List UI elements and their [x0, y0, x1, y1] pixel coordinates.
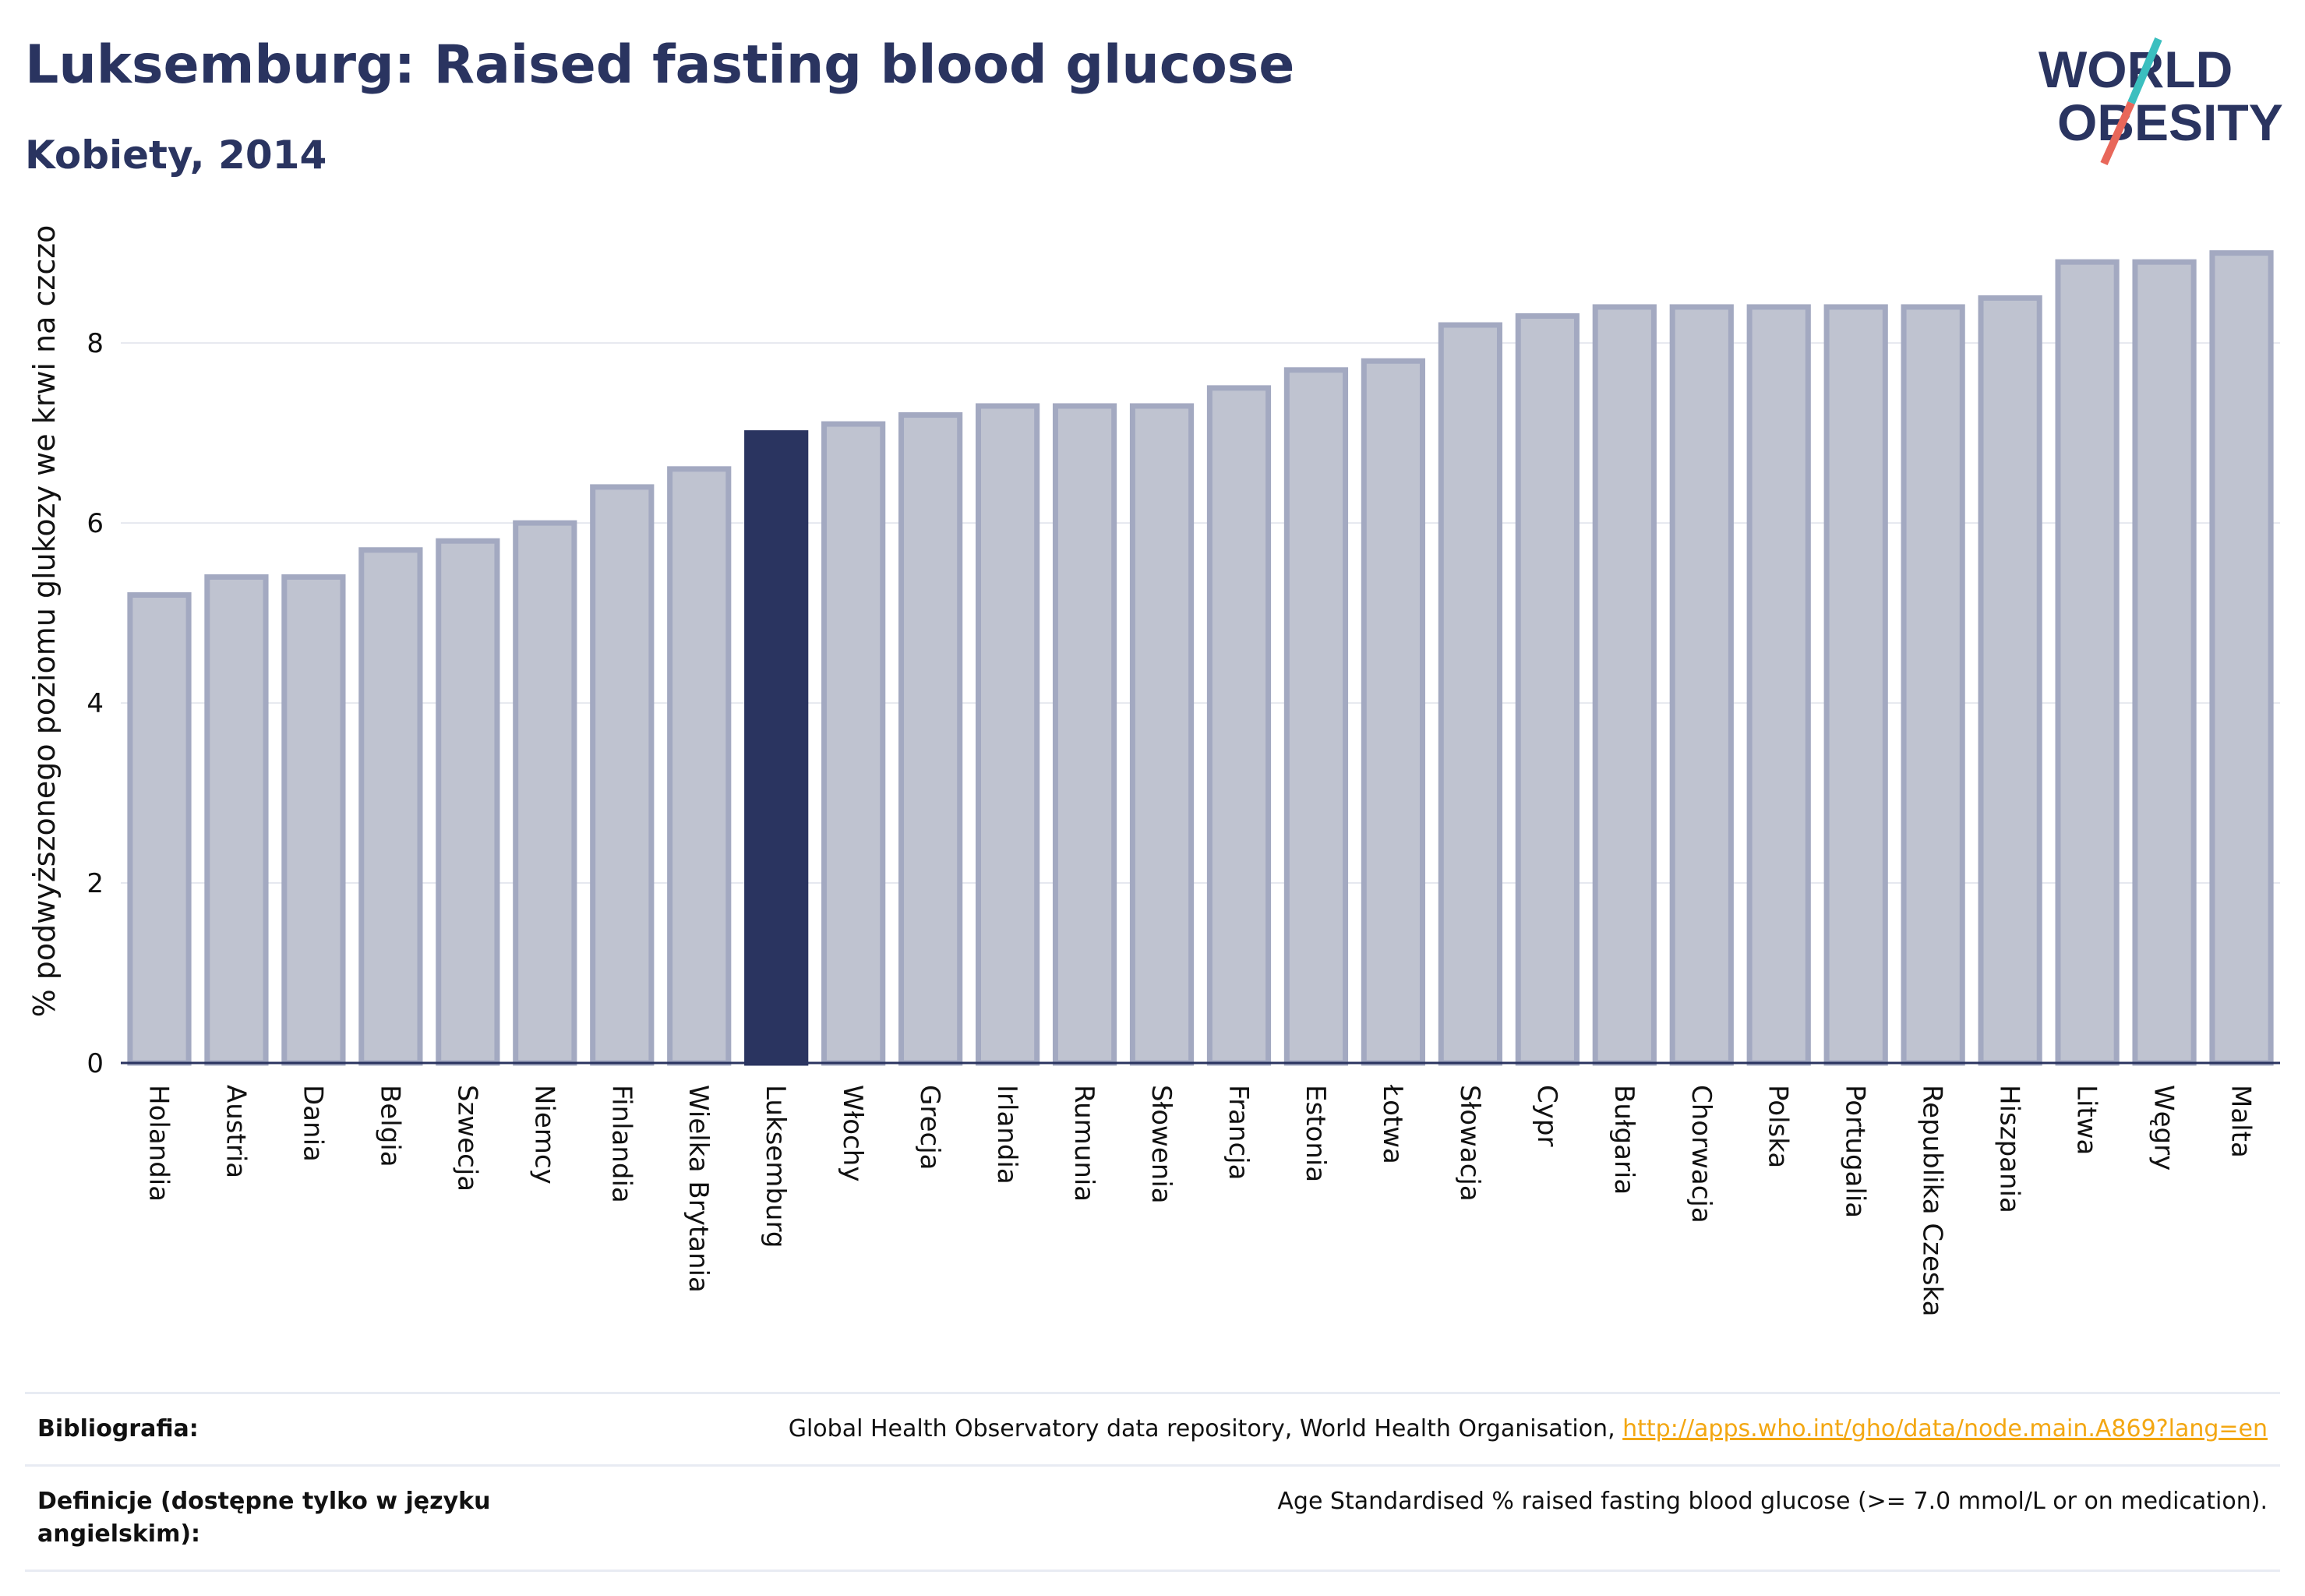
x-tick-label: Węgry — [2148, 1085, 2180, 1171]
logo-slash-coral — [2100, 101, 2135, 166]
x-tick-label: Niemcy — [528, 1085, 559, 1185]
x-tick-label: Włochy — [837, 1085, 868, 1181]
x-tick-label: Finlandia — [605, 1085, 637, 1203]
bar — [2209, 250, 2274, 1066]
x-tick-label: Austria — [220, 1085, 251, 1178]
y-tick-label: 6 — [86, 508, 104, 539]
bar — [1206, 385, 1272, 1066]
x-tick-label: Chorwacja — [1686, 1085, 1717, 1223]
bibliography-link[interactable]: http://apps.who.int/gho/data/node.main.A… — [1622, 1415, 2268, 1442]
bar — [1823, 304, 1888, 1066]
definition-value: Age Standardised % raised fasting blood … — [1277, 1488, 2268, 1515]
bar-chart: 0 2 4 6 8 Holandia Austria Dania Belgia Szwecja Ni… — [27, 225, 2280, 1317]
x-tick-label: Luksemburg — [760, 1085, 791, 1248]
bar — [204, 574, 269, 1066]
bar — [281, 574, 346, 1066]
page-subtitle: Kobiety, 2014 — [25, 132, 327, 178]
bar — [1052, 403, 1117, 1066]
x-tick-label: Polska — [1763, 1085, 1794, 1168]
y-tick-label: 2 — [86, 868, 104, 899]
x-tick-label: Belgia — [374, 1085, 405, 1167]
x-tick-label: Bułgaria — [1608, 1085, 1640, 1195]
bar — [590, 484, 655, 1066]
x-tick-label: Irlandia — [991, 1085, 1022, 1185]
bibliography-label: Bibliografia: — [37, 1415, 199, 1442]
x-tick-label: Malta — [2226, 1085, 2257, 1158]
bar — [1669, 304, 1734, 1066]
page-title: Luksemburg: Raised fasting blood glucose — [25, 34, 1295, 96]
y-axis-title: % podwyższonego poziomu glukozy we krwi … — [27, 225, 62, 1018]
y-tick-label: 4 — [86, 688, 104, 719]
x-tick-label: Portugalia — [1840, 1085, 1871, 1218]
bar — [2055, 259, 2120, 1066]
bibliography-text: Global Health Observatory data repositor… — [788, 1415, 1623, 1442]
x-tick-label: Republika Czeska — [1917, 1085, 1948, 1317]
bar — [1361, 358, 1426, 1066]
bar — [898, 412, 963, 1066]
footer-definition-row: Definicje (dostępne tylko w języku angie… — [25, 1464, 2280, 1572]
bar — [1592, 304, 1657, 1066]
x-tick-label: Grecja — [914, 1085, 945, 1170]
bar — [436, 538, 500, 1066]
x-tick-label: Szwecja — [451, 1085, 482, 1192]
bar — [358, 547, 423, 1066]
x-tick-label: Wielka Brytania — [683, 1085, 714, 1293]
x-tick-label: Łotwa — [1377, 1084, 1408, 1164]
bar — [1901, 304, 1965, 1066]
bar — [1283, 367, 1349, 1066]
bar — [1515, 312, 1580, 1066]
x-tick-label: Dania — [297, 1085, 328, 1162]
x-tick-label: Cypr — [1531, 1085, 1562, 1146]
footer-table: Bibliografia: Global Health Observatory … — [25, 1392, 2280, 1572]
bar — [1978, 295, 2042, 1066]
bibliography-value: Global Health Observatory data repositor… — [789, 1413, 2268, 1446]
bar — [1129, 403, 1195, 1066]
world-obesity-logo: WORLD OBESITY — [2038, 37, 2283, 166]
x-tick-label: Słowenia — [1145, 1085, 1177, 1204]
bar — [744, 430, 809, 1066]
x-tick-label: Estonia — [1300, 1085, 1331, 1182]
x-tick-label: Holandia — [143, 1085, 174, 1202]
bar — [821, 421, 886, 1066]
bar — [127, 591, 192, 1066]
y-tick-label: 0 — [86, 1048, 104, 1079]
x-tick-label: Słowacja — [1454, 1085, 1485, 1202]
x-tick-label: Hiszpania — [1994, 1085, 2025, 1213]
bar — [975, 403, 1040, 1066]
bar — [667, 466, 732, 1066]
logo-line2: OBESITY — [2057, 94, 2283, 151]
bar — [2132, 259, 2197, 1066]
bar — [1746, 304, 1811, 1066]
bar — [513, 520, 577, 1066]
x-tick-label: Litwa — [2071, 1085, 2102, 1155]
x-tick-label: Rumunia — [1068, 1085, 1100, 1202]
footer-bibliography-row: Bibliografia: Global Health Observatory … — [25, 1392, 2280, 1464]
definition-label: Definicje (dostępne tylko w języku angie… — [37, 1488, 491, 1548]
y-tick-label: 8 — [86, 328, 104, 359]
bar — [1438, 322, 1502, 1066]
logo-slash-teal — [2127, 37, 2162, 104]
x-tick-label: Francja — [1223, 1085, 1254, 1180]
